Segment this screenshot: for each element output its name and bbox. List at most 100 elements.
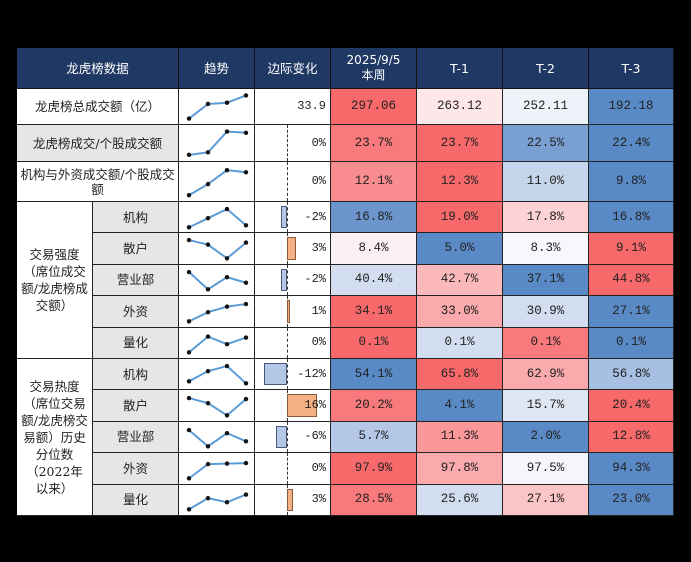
trend-sparkline-icon bbox=[186, 334, 249, 355]
table-row: 散户 3% 8.4% 5.0% 8.3% 9.1% bbox=[17, 233, 674, 265]
value-cell: 16.8% bbox=[331, 202, 417, 234]
group-label: 交易热度（席位交易额/龙虎榜交易额）历史分位数（2022年以来） bbox=[17, 359, 93, 516]
sub-row-label: 外资 bbox=[93, 453, 179, 485]
header-trend: 趋势 bbox=[179, 48, 255, 89]
margin-bar bbox=[281, 206, 287, 229]
margin-change-value: 0% bbox=[311, 460, 326, 475]
margin-change-cell: -2% bbox=[255, 202, 331, 234]
margin-change-value: 16% bbox=[304, 398, 326, 413]
value-cell: 40.4% bbox=[331, 264, 417, 297]
margin-bar bbox=[275, 425, 287, 449]
margin-bar bbox=[281, 268, 287, 292]
margin-change-value: 0% bbox=[311, 174, 326, 188]
value-cell: 62.9% bbox=[503, 359, 589, 391]
value-cell: 9.1% bbox=[589, 233, 674, 265]
table-row: 龙虎榜总成交额（亿） 33.9 297.06 263.12 252.11 192.18 bbox=[17, 89, 674, 125]
margin-change-value: 33.9 bbox=[297, 99, 326, 113]
value-cell: 25.6% bbox=[417, 484, 503, 516]
margin-change-cell: -6% bbox=[255, 421, 331, 454]
zero-axis-line bbox=[287, 125, 288, 161]
margin-bar bbox=[287, 237, 296, 260]
margin-change-value: -6% bbox=[304, 429, 326, 444]
trend-cell bbox=[179, 233, 255, 265]
value-cell: 263.12 bbox=[417, 89, 503, 125]
sub-row-label: 量化 bbox=[93, 484, 179, 516]
margin-change-cell: -2% bbox=[255, 264, 331, 297]
margin-change-value: -2% bbox=[304, 272, 326, 287]
value-cell: 22.4% bbox=[589, 125, 674, 162]
value-cell: 11.0% bbox=[503, 162, 589, 202]
value-cell: 0.1% bbox=[503, 327, 589, 359]
margin-change-value: 0% bbox=[311, 335, 326, 350]
trend-cell bbox=[179, 89, 255, 125]
trend-sparkline-icon bbox=[186, 237, 249, 261]
value-cell: 54.1% bbox=[331, 359, 417, 391]
value-cell: 65.8% bbox=[417, 359, 503, 391]
header-date: 2025/9/5 bbox=[346, 53, 401, 67]
value-cell: 20.4% bbox=[589, 390, 674, 422]
value-cell: 8.4% bbox=[331, 233, 417, 265]
value-cell: 94.3% bbox=[589, 453, 674, 485]
value-cell: 30.9% bbox=[503, 296, 589, 328]
value-cell: 192.18 bbox=[589, 89, 674, 125]
value-cell: 23.7% bbox=[331, 125, 417, 162]
trend-sparkline-icon bbox=[186, 128, 249, 157]
value-cell: 252.11 bbox=[503, 89, 589, 125]
zero-axis-line bbox=[287, 421, 288, 453]
table-row: 营业部 -2% 40.4% 42.7% 37.1% 44.8% bbox=[17, 264, 674, 297]
trend-sparkline-icon bbox=[186, 92, 249, 121]
value-cell: 56.8% bbox=[589, 359, 674, 391]
header-week-label: 本周 bbox=[361, 68, 386, 82]
value-cell: 9.8% bbox=[589, 162, 674, 202]
row-label: 龙虎榜成交/个股成交额 bbox=[17, 125, 179, 162]
trend-cell bbox=[179, 359, 255, 391]
sub-row-label: 营业部 bbox=[93, 421, 179, 454]
header-margin-change: 边际变化 bbox=[255, 48, 331, 89]
value-cell: 28.5% bbox=[331, 484, 417, 516]
sub-row-label: 机构 bbox=[93, 202, 179, 234]
trend-cell bbox=[179, 421, 255, 454]
value-cell: 12.8% bbox=[589, 421, 674, 454]
margin-bar bbox=[287, 394, 318, 417]
value-cell: 22.5% bbox=[503, 125, 589, 162]
margin-change-cell: 0% bbox=[255, 327, 331, 359]
table-row: 机构 -12% 54.1% 65.8% 62.9% 56.8% bbox=[17, 359, 674, 391]
value-cell: 42.7% bbox=[417, 264, 503, 297]
table-row: 外资 1% 34.1% 33.0% 30.9% 27.1% bbox=[17, 296, 674, 328]
margin-change-value: -12% bbox=[297, 366, 326, 381]
value-cell: 17.8% bbox=[503, 202, 589, 234]
trend-cell bbox=[179, 162, 255, 202]
trend-sparkline-icon bbox=[186, 167, 249, 197]
value-cell: 5.0% bbox=[417, 233, 503, 265]
value-cell: 97.9% bbox=[331, 453, 417, 485]
value-cell: 8.3% bbox=[503, 233, 589, 265]
table-header: 龙虎榜数据 趋势 边际变化 2025/9/5 本周 T-1 T-2 T-3 bbox=[17, 48, 674, 89]
table-row: 散户 16% 20.2% 4.1% 15.7% 20.4% bbox=[17, 390, 674, 422]
trend-sparkline-icon bbox=[186, 206, 249, 230]
margin-bar bbox=[264, 363, 287, 386]
longhubang-data-table: 龙虎榜数据 趋势 边际变化 2025/9/5 本周 T-1 T-2 T-3 龙虎榜总成交额（亿）… bbox=[17, 48, 674, 516]
margin-change-cell: -12% bbox=[255, 359, 331, 391]
value-cell: 27.1% bbox=[589, 296, 674, 328]
margin-change-value: 3% bbox=[311, 492, 326, 507]
value-cell: 5.7% bbox=[331, 421, 417, 454]
value-cell: 23.7% bbox=[417, 125, 503, 162]
zero-axis-line bbox=[287, 453, 288, 484]
value-cell: 11.3% bbox=[417, 421, 503, 454]
table-row: 量化 0% 0.1% 0.1% 0.1% 0.1% bbox=[17, 327, 674, 359]
value-cell: 0.1% bbox=[331, 327, 417, 359]
value-cell: 15.7% bbox=[503, 390, 589, 422]
table-row: 机构与外资成交额/个股成交额 0% 12.1% 12.3% 11.0% 9.8% bbox=[17, 162, 674, 202]
margin-change-cell: 3% bbox=[255, 484, 331, 516]
margin-change-value: 1% bbox=[311, 303, 326, 318]
value-cell: 4.1% bbox=[417, 390, 503, 422]
table-row: 量化 3% 28.5% 25.6% 27.1% 23.0% bbox=[17, 484, 674, 516]
value-cell: 0.1% bbox=[417, 327, 503, 359]
header-data-name: 龙虎榜数据 bbox=[17, 48, 179, 89]
trend-sparkline-icon bbox=[186, 492, 249, 512]
sub-row-label: 散户 bbox=[93, 233, 179, 265]
margin-change-cell: 0% bbox=[255, 125, 331, 162]
zero-axis-line bbox=[287, 264, 288, 296]
trend-cell bbox=[179, 390, 255, 422]
margin-change-value: -2% bbox=[304, 209, 326, 224]
